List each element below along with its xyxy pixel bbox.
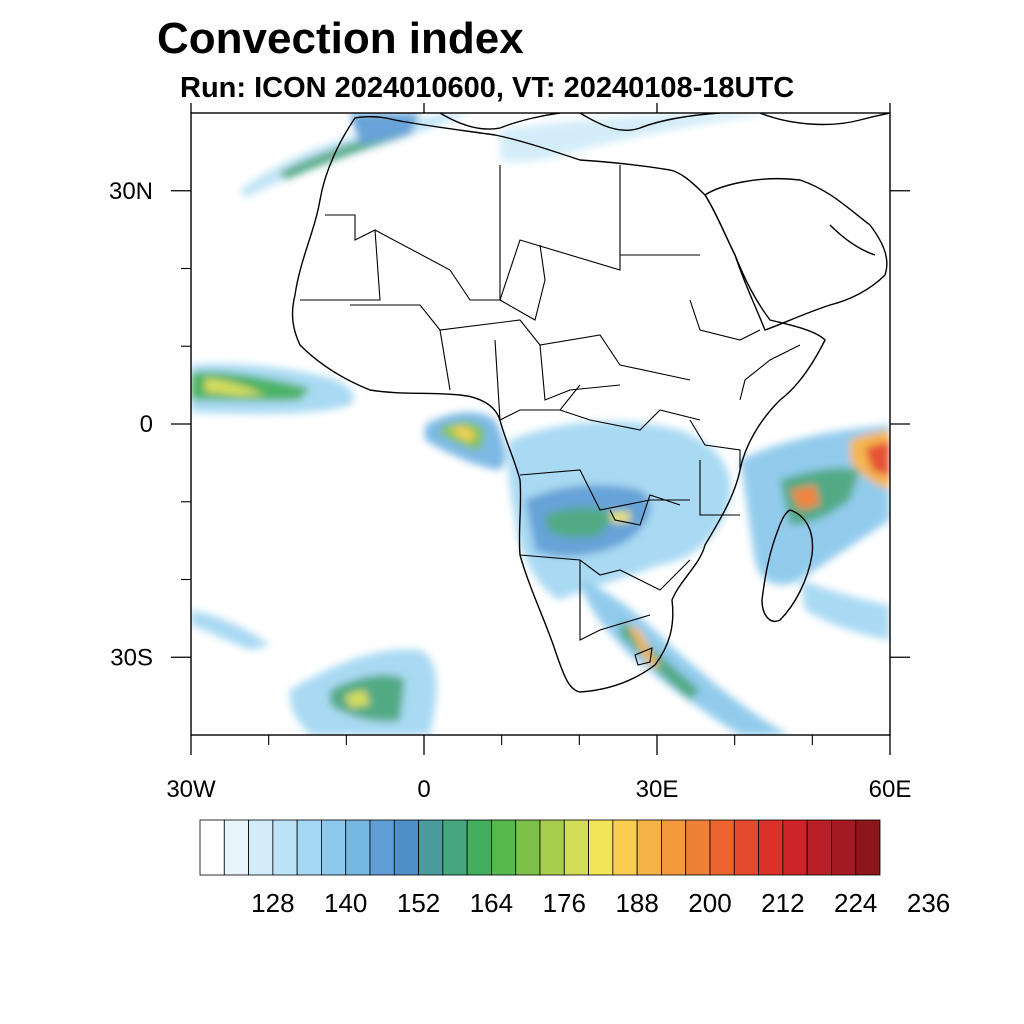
- colorbar-label-0: 128: [251, 888, 294, 918]
- colorbar-label-4: 176: [543, 888, 586, 918]
- colorbar-swatch-15: [563, 819, 589, 876]
- colorbar-swatch-6: [345, 819, 371, 876]
- colorbar-swatch-12: [491, 819, 517, 876]
- colorbar-swatch-10: [442, 819, 468, 876]
- colorbar-label-3: 164: [470, 888, 513, 918]
- colorbar-swatch-9: [418, 819, 444, 876]
- colorbar-swatch-14: [539, 819, 565, 876]
- colorbar-swatch-13: [515, 819, 541, 876]
- map-frame: [190, 112, 891, 736]
- lat-label-0: 30N: [109, 178, 153, 205]
- colorbar-swatch-23: [758, 819, 784, 876]
- colorbar-swatch-27: [855, 819, 881, 876]
- colorbar-swatch-22: [733, 819, 759, 876]
- colorbar-swatch-1: [223, 819, 249, 876]
- colorbar-label-8: 224: [834, 888, 877, 918]
- lat-label-2: 30S: [110, 644, 153, 671]
- lon-label-1: 0: [417, 776, 430, 803]
- colorbar-swatch-25: [806, 819, 832, 876]
- axis-labels: 30W 0 30E 60E 30N 0 30S: [109, 178, 911, 803]
- colorbar-swatch-21: [709, 819, 735, 876]
- convection-field: [191, 113, 890, 735]
- map-title: Convection index: [157, 14, 524, 63]
- coastlines: [291, 113, 890, 693]
- colorbar-swatch-20: [685, 819, 711, 876]
- colorbar-swatch-5: [321, 819, 347, 876]
- colorbar-label-2: 152: [397, 888, 440, 918]
- country-borders: [300, 165, 801, 666]
- lon-label-3: 60E: [869, 776, 912, 803]
- colorbar-swatch-0: [199, 819, 225, 876]
- colorbar-swatch-19: [661, 819, 687, 876]
- lon-label-0: 30W: [166, 776, 216, 803]
- map-subtitle: Run: ICON 2024010600, VT: 20240108-18UTC: [180, 72, 795, 104]
- colorbar-label-7: 212: [761, 888, 804, 918]
- colorbar-swatch-18: [636, 819, 662, 876]
- colorbar-swatch-4: [296, 819, 322, 876]
- colorbar-label-5: 188: [615, 888, 658, 918]
- colorbar: 128 140 152 164 176 188 200 212 224 236: [199, 819, 950, 918]
- colorbar-swatch-8: [393, 819, 419, 876]
- lon-label-2: 30E: [636, 776, 679, 803]
- colorbar-swatch-2: [248, 819, 274, 876]
- colorbar-label-1: 140: [324, 888, 367, 918]
- colorbar-label-6: 200: [688, 888, 731, 918]
- colorbar-swatch-16: [588, 819, 614, 876]
- colorbar-swatch-17: [612, 819, 638, 876]
- axis-ticks: [171, 103, 910, 755]
- colorbar-swatch-11: [466, 819, 492, 876]
- colorbar-swatch-3: [272, 819, 298, 876]
- colorbar-swatch-26: [831, 819, 857, 876]
- colorbar-swatch-7: [369, 819, 395, 876]
- lat-label-1: 0: [140, 411, 153, 438]
- colorbar-label-9: 236: [907, 888, 950, 918]
- colorbar-swatch-24: [782, 819, 808, 876]
